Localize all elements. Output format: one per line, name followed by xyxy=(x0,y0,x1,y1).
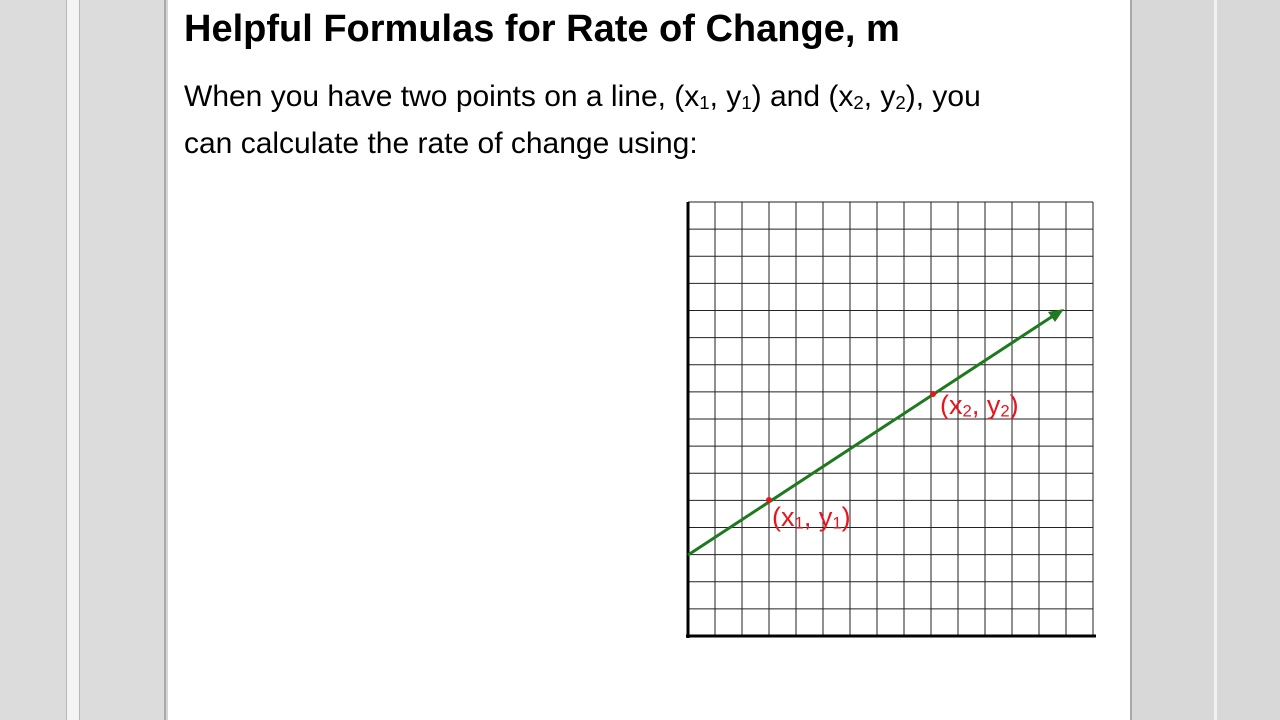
slide-page xyxy=(168,0,1130,720)
text-run: When you have two points on a line, (x xyxy=(184,80,700,113)
subscript: 1 xyxy=(794,513,804,533)
text-run: , y xyxy=(803,502,833,532)
text-run: ) xyxy=(1009,390,1019,420)
text-run: ), you xyxy=(905,80,981,113)
slide-title: Helpful Formulas for Rate of Change, m xyxy=(184,8,900,50)
subscript: 2 xyxy=(1000,401,1010,421)
point-label: (x1, y1) xyxy=(772,502,851,534)
text-run: (x xyxy=(940,390,963,420)
body-line: When you have two points on a line, (x1,… xyxy=(184,76,981,123)
subscript: 1 xyxy=(699,91,710,113)
arrow-head xyxy=(1048,309,1064,322)
subscript: 1 xyxy=(832,513,842,533)
subscript: 2 xyxy=(895,91,906,113)
subscript: 2 xyxy=(962,401,972,421)
body-line: can calculate the rate of change using: xyxy=(184,123,981,164)
text-run: , y xyxy=(971,390,1001,420)
body-text: When you have two points on a line, (x1,… xyxy=(184,76,981,164)
point-label: (x2, y2) xyxy=(940,390,1019,422)
point xyxy=(930,391,936,397)
right-panel xyxy=(1130,0,1280,720)
text-run: ) and (x xyxy=(751,80,854,113)
text-run: can calculate the rate of change using: xyxy=(184,126,698,160)
text-run: (x xyxy=(772,502,795,532)
point xyxy=(766,497,772,503)
grid xyxy=(688,201,1094,636)
line xyxy=(687,312,1057,557)
text-run: , y xyxy=(709,80,742,113)
text-run: ) xyxy=(841,502,851,532)
text-run: , y xyxy=(863,80,896,113)
panel-divider xyxy=(1214,0,1217,720)
left-sidebar xyxy=(0,0,166,720)
subscript: 1 xyxy=(741,91,752,113)
scrollbar[interactable] xyxy=(66,0,80,720)
subscript: 2 xyxy=(853,91,864,113)
